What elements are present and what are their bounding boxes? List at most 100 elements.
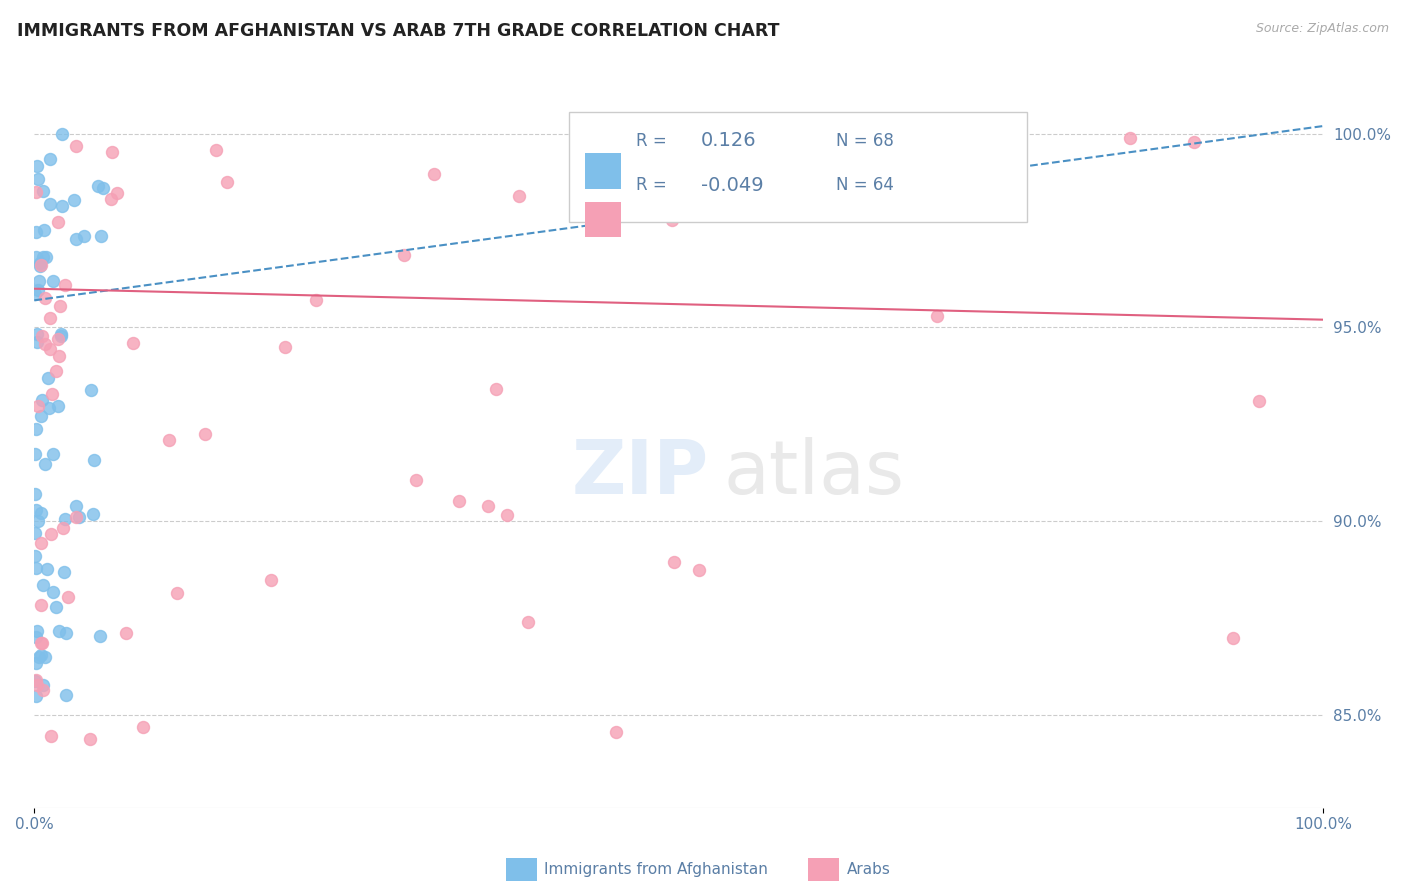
Point: [28, 256, 51, 270]
Point: [1247, 394, 1270, 409]
Point: [30, 598, 52, 612]
Point: [87, 178, 110, 193]
Text: atlas: atlas: [724, 436, 905, 509]
Point: [38, 152, 60, 166]
Point: [25, 225, 48, 239]
Point: [1119, 130, 1142, 145]
Point: [305, 293, 328, 307]
Point: [661, 212, 683, 227]
Point: [24, 487, 46, 501]
Point: [90, 229, 112, 244]
Point: [204, 144, 226, 158]
FancyBboxPatch shape: [585, 202, 621, 237]
Point: [39, 729, 62, 743]
Point: [27, 514, 49, 528]
Point: [45, 364, 67, 378]
Point: [35, 250, 58, 264]
Point: [83, 453, 105, 467]
Point: [80, 383, 103, 397]
Point: [91, 180, 114, 194]
Text: R =: R =: [637, 177, 672, 194]
Point: [31, 683, 53, 698]
Point: [647, 151, 669, 165]
Point: [79, 731, 101, 746]
Point: [39, 342, 62, 356]
Point: [25, 502, 48, 516]
Point: [42, 447, 65, 461]
Point: [477, 499, 499, 513]
Point: [605, 725, 627, 739]
Point: [52, 565, 75, 579]
Point: [28, 259, 51, 273]
Point: [405, 473, 427, 487]
Point: [30, 258, 52, 272]
Point: [24, 526, 46, 541]
Text: R =: R =: [637, 132, 672, 150]
Point: [422, 167, 444, 181]
Point: [65, 499, 87, 513]
Point: [166, 585, 188, 599]
Point: [31, 678, 53, 692]
Point: [1182, 135, 1205, 149]
Point: [688, 563, 710, 577]
Point: [132, 720, 155, 734]
Point: [392, 248, 415, 262]
Point: [105, 186, 128, 200]
Text: Source: ZipAtlas.com: Source: ZipAtlas.com: [1256, 22, 1389, 36]
Text: IMMIGRANTS FROM AFGHANISTAN VS ARAB 7TH GRADE CORRELATION CHART: IMMIGRANTS FROM AFGHANISTAN VS ARAB 7TH …: [17, 22, 779, 40]
Point: [34, 649, 56, 664]
Point: [55, 625, 77, 640]
Point: [51, 521, 73, 535]
Point: [25, 250, 48, 264]
Point: [32, 223, 55, 237]
Point: [30, 409, 52, 424]
Point: [1222, 631, 1244, 645]
Point: [27, 624, 49, 638]
Point: [39, 311, 62, 326]
Point: [82, 507, 104, 521]
Point: [31, 250, 53, 264]
Point: [24, 561, 46, 575]
Point: [42, 585, 65, 599]
Point: [25, 631, 48, 645]
Point: [101, 145, 124, 160]
Point: [31, 636, 53, 650]
Point: [30, 636, 52, 650]
Point: [194, 427, 217, 442]
Point: [56, 590, 79, 604]
Point: [34, 291, 56, 305]
Point: [24, 287, 46, 301]
Point: [34, 457, 56, 471]
Point: [39, 197, 62, 211]
Point: [24, 185, 46, 199]
Point: [679, 159, 702, 173]
Text: Immigrants from Afghanistan: Immigrants from Afghanistan: [544, 863, 768, 877]
Point: [45, 599, 67, 614]
Point: [27, 284, 49, 298]
Point: [517, 615, 540, 630]
Point: [51, 127, 73, 141]
Point: [662, 555, 685, 569]
Point: [27, 326, 49, 341]
Point: [508, 189, 530, 203]
Point: [495, 508, 517, 523]
Point: [34, 337, 56, 351]
Point: [27, 399, 49, 413]
Point: [30, 506, 52, 520]
Point: [31, 578, 53, 592]
Point: [46, 215, 69, 229]
Text: 0.126: 0.126: [700, 131, 756, 150]
Point: [25, 159, 48, 173]
Point: [55, 688, 77, 702]
Point: [31, 328, 53, 343]
Point: [65, 139, 87, 153]
Point: [32, 184, 55, 198]
Point: [24, 447, 46, 461]
Point: [48, 349, 70, 363]
Point: [37, 370, 59, 384]
FancyBboxPatch shape: [585, 153, 621, 189]
Text: N = 64: N = 64: [837, 177, 894, 194]
Text: -0.049: -0.049: [700, 176, 763, 194]
Point: [485, 382, 508, 396]
Point: [35, 561, 58, 575]
